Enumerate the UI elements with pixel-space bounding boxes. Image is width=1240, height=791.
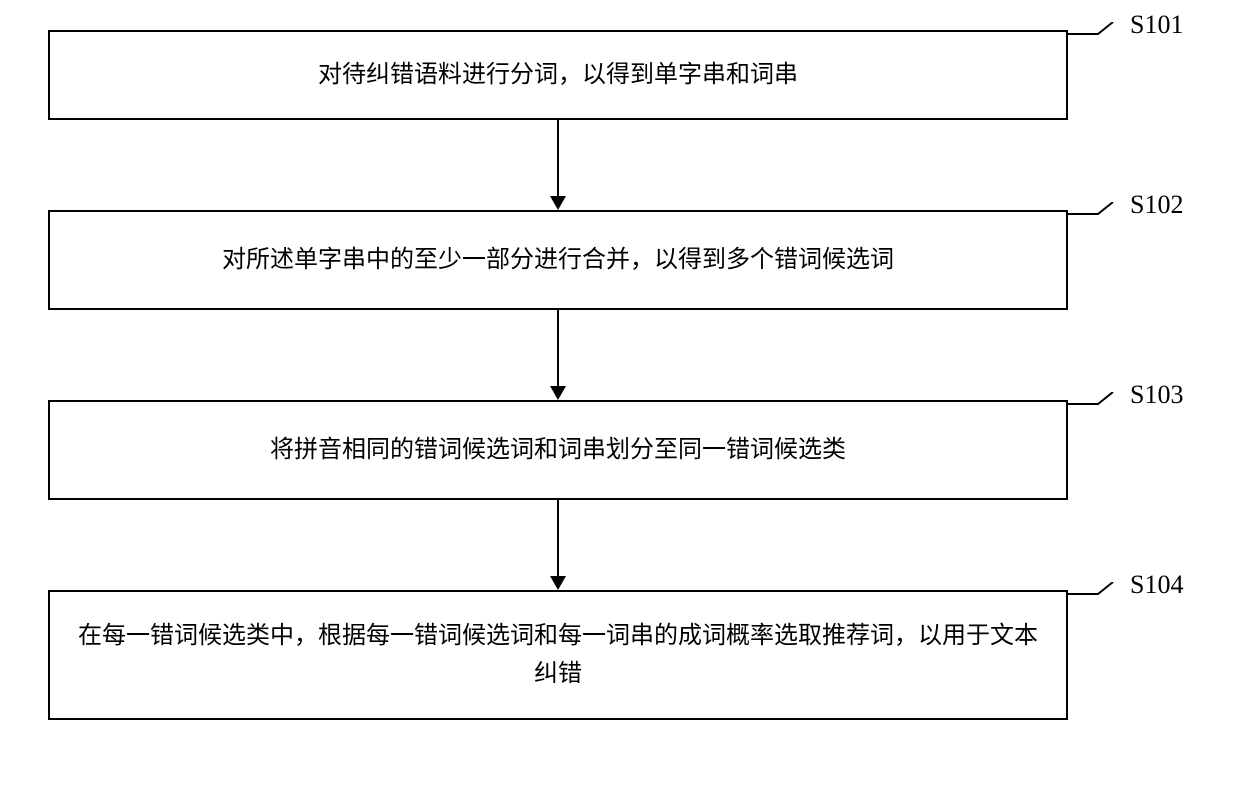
arrow-line-3 — [557, 500, 559, 576]
arrow-line-2 — [557, 310, 559, 386]
flowchart-canvas: 对待纠错语料进行分词，以得到单字串和词串 S101 对所述单字串中的至少一部分进… — [0, 0, 1240, 791]
step-text-s103: 将拼音相同的错词候选词和词串划分至同一错词候选类 — [270, 431, 846, 469]
step-box-s103: 将拼音相同的错词候选词和词串划分至同一错词候选类 — [48, 400, 1068, 500]
step-text-s101: 对待纠错语料进行分词，以得到单字串和词串 — [318, 56, 798, 94]
label-connector-s101 — [1068, 22, 1128, 62]
step-label-s102: S102 — [1130, 190, 1183, 220]
step-box-s101: 对待纠错语料进行分词，以得到单字串和词串 — [48, 30, 1068, 120]
step-label-s103: S103 — [1130, 380, 1183, 410]
step-box-s104: 在每一错词候选类中，根据每一错词候选词和每一词串的成词概率选取推荐词，以用于文本… — [48, 590, 1068, 720]
step-text-s104: 在每一错词候选类中，根据每一错词候选词和每一词串的成词概率选取推荐词，以用于文本… — [70, 617, 1046, 694]
arrow-head-3 — [550, 576, 566, 590]
label-connector-s103 — [1068, 392, 1128, 432]
arrow-head-1 — [550, 196, 566, 210]
step-text-s102: 对所述单字串中的至少一部分进行合并，以得到多个错词候选词 — [222, 241, 894, 279]
step-box-s102: 对所述单字串中的至少一部分进行合并，以得到多个错词候选词 — [48, 210, 1068, 310]
arrow-line-1 — [557, 120, 559, 196]
step-label-s101: S101 — [1130, 10, 1183, 40]
label-connector-s104 — [1068, 582, 1128, 622]
arrow-head-2 — [550, 386, 566, 400]
label-connector-s102 — [1068, 202, 1128, 242]
step-label-s104: S104 — [1130, 570, 1183, 600]
